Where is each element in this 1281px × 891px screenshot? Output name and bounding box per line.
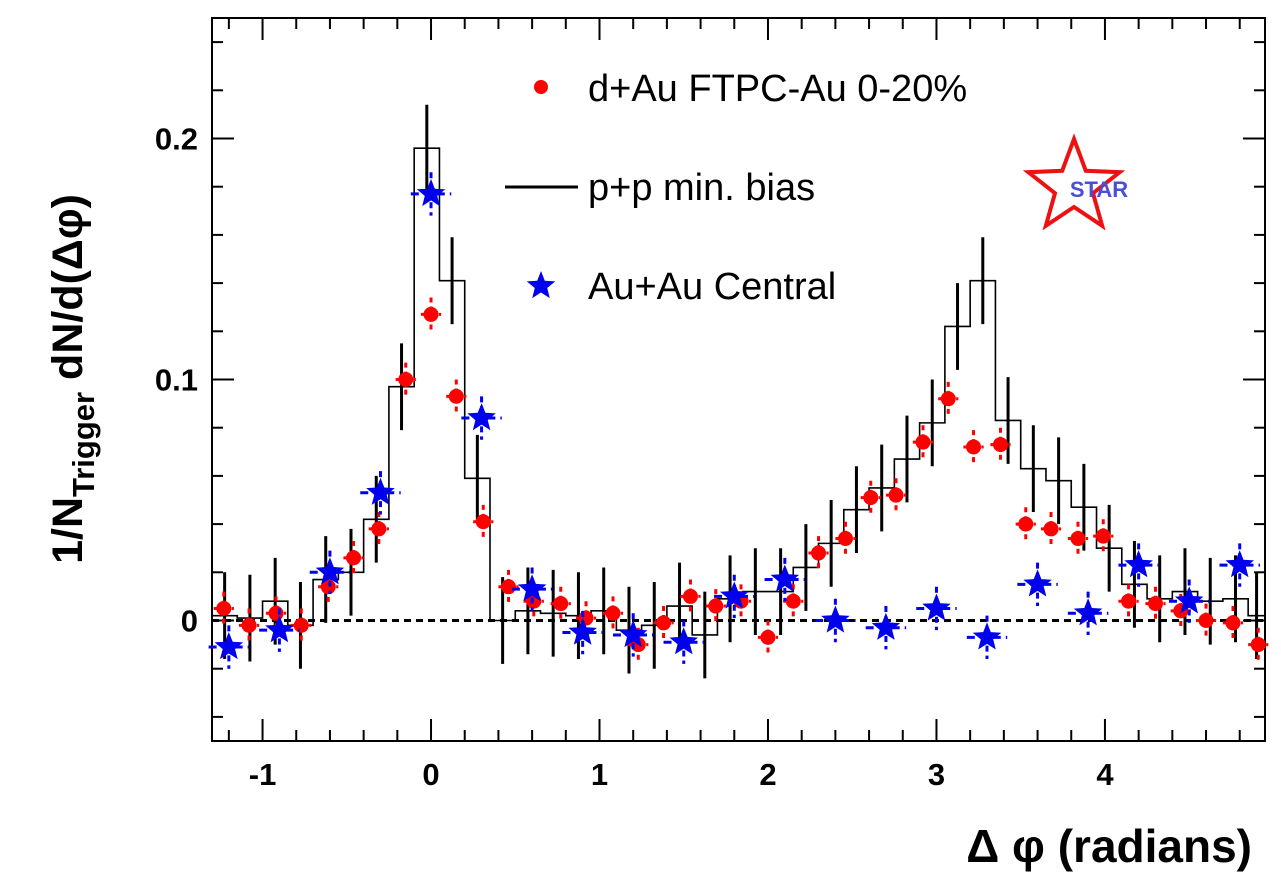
y-axis-label-prefix: 1/N bbox=[44, 497, 92, 564]
auau-central-series bbox=[208, 172, 1260, 669]
legend-dau-marker bbox=[534, 80, 548, 94]
dau-point bbox=[785, 593, 801, 609]
auau-point bbox=[972, 622, 1002, 650]
dau-point bbox=[293, 617, 309, 633]
auau-point bbox=[1073, 598, 1103, 626]
auau-point bbox=[720, 581, 749, 609]
x-tick-label: 3 bbox=[928, 757, 945, 792]
dau-point bbox=[268, 605, 284, 621]
auau-point bbox=[618, 620, 648, 648]
dau-point bbox=[837, 531, 853, 547]
dau-point bbox=[1250, 637, 1266, 653]
legend-pp-label: p+p min. bias bbox=[588, 167, 815, 209]
auau-point bbox=[517, 574, 547, 602]
dau-point bbox=[1018, 516, 1034, 532]
y-tick-labels: 0 0.1 0.2 bbox=[155, 122, 198, 639]
dau-point bbox=[1070, 531, 1086, 547]
dau-point bbox=[1095, 528, 1111, 544]
y-tick-label: 0 bbox=[181, 604, 198, 639]
dau-point bbox=[940, 391, 956, 407]
auau-point bbox=[416, 178, 446, 207]
dau-point bbox=[1043, 521, 1059, 537]
y-axis-label: 1/NTrigger dN/d(Δφ) bbox=[44, 194, 101, 564]
dau-point bbox=[915, 434, 931, 450]
auau-point bbox=[922, 593, 951, 621]
dau-point bbox=[966, 439, 982, 455]
x-tick-label: 2 bbox=[759, 757, 776, 792]
y-axis-label-suffix: dN/d(Δφ) bbox=[44, 194, 92, 392]
auau-point bbox=[265, 615, 294, 643]
auau-point bbox=[467, 403, 496, 431]
dau-point bbox=[656, 615, 672, 631]
legend-auau-marker bbox=[526, 271, 556, 299]
dau-point bbox=[216, 600, 232, 616]
dau-point bbox=[1147, 596, 1163, 612]
dau-point bbox=[475, 514, 491, 530]
auau-point bbox=[669, 627, 698, 655]
dau-point bbox=[501, 579, 517, 595]
dau-series bbox=[213, 297, 1269, 662]
y-tick-label: 0.2 bbox=[155, 122, 198, 157]
dau-point bbox=[682, 588, 698, 604]
star-logo-icon bbox=[1022, 133, 1126, 231]
dau-point bbox=[760, 629, 776, 645]
auau-point bbox=[1124, 550, 1153, 578]
auau-point bbox=[1023, 569, 1052, 597]
plot-frame bbox=[211, 17, 1266, 742]
x-tick-label: -1 bbox=[249, 757, 277, 792]
legend-dau-label: d+Au FTPC-Au 0-20% bbox=[588, 68, 967, 110]
dau-point bbox=[553, 596, 569, 612]
x-tick-labels: -1 0 1 2 3 4 bbox=[249, 757, 1115, 792]
legend: d+Au FTPC-Au 0-20% p+p min. bias Au+Au C… bbox=[505, 68, 967, 308]
legend-auau-label: Au+Au Central bbox=[588, 266, 836, 308]
dau-point bbox=[398, 372, 414, 387]
dau-point bbox=[708, 598, 724, 614]
dau-point bbox=[241, 617, 257, 633]
dau-point bbox=[811, 545, 827, 561]
star-logo-text: STAR bbox=[1070, 177, 1128, 202]
auau-point bbox=[366, 477, 395, 505]
dau-point bbox=[423, 306, 439, 322]
dau-point bbox=[863, 490, 879, 506]
pp-histogram-step bbox=[212, 147, 1265, 636]
star-logo: STAR bbox=[1022, 133, 1128, 231]
x-tick-label: 4 bbox=[1096, 757, 1114, 792]
axis-ticks bbox=[212, 18, 1265, 741]
dau-point bbox=[888, 487, 904, 503]
auau-point bbox=[1174, 586, 1204, 614]
dau-point bbox=[1198, 613, 1214, 628]
y-axis-label-subscript: Trigger bbox=[66, 392, 101, 497]
x-tick-label: 1 bbox=[591, 757, 608, 792]
y-tick-label: 0.1 bbox=[155, 363, 198, 398]
auau-point bbox=[568, 617, 597, 645]
auau-point bbox=[770, 564, 800, 592]
dau-point bbox=[1121, 593, 1137, 609]
x-tick-label: 0 bbox=[422, 757, 439, 792]
dau-point bbox=[448, 388, 464, 404]
dau-point bbox=[1225, 615, 1241, 631]
auau-point bbox=[821, 605, 850, 633]
dau-point bbox=[346, 550, 362, 566]
auau-point bbox=[871, 612, 901, 640]
auau-point bbox=[214, 632, 244, 660]
auau-point bbox=[1225, 550, 1254, 578]
dau-point bbox=[371, 521, 387, 537]
x-axis-label: Δ φ (radians) bbox=[966, 820, 1252, 872]
dau-point bbox=[320, 579, 336, 595]
dau-point bbox=[605, 605, 621, 621]
dau-point bbox=[992, 437, 1008, 453]
auau-point bbox=[315, 557, 345, 585]
